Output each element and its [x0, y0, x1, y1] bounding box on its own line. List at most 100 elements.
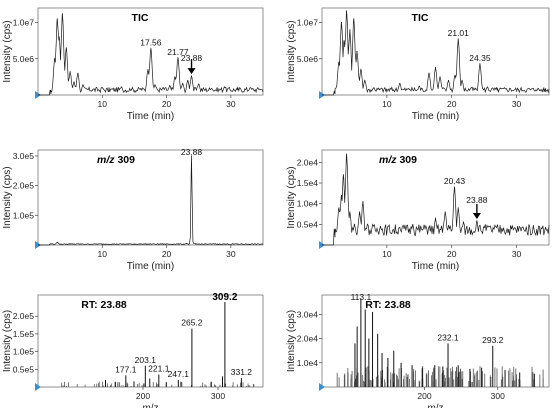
axis-start-marker	[319, 383, 325, 391]
peak-point	[147, 69, 149, 71]
x-tick-label: 20	[447, 249, 457, 259]
x-tick-label: 10	[382, 249, 392, 259]
peak-point	[82, 84, 84, 86]
y-axis-label: Intensity (cps)	[286, 310, 297, 372]
y-tick-label: 0.5e5	[13, 364, 35, 374]
arrow-head	[187, 68, 196, 75]
series-trace	[322, 154, 550, 246]
peak-point	[187, 80, 189, 81]
x-tick-label: 20	[162, 249, 172, 259]
plot-frame	[37, 149, 264, 246]
peak-point	[444, 211, 446, 213]
peak-point	[454, 186, 456, 188]
x-axis-label: m/z	[427, 403, 443, 408]
chart-title: m/z 309	[97, 154, 135, 166]
x-tick-label: 20	[447, 99, 457, 109]
chart-title: RT: 23.88	[81, 299, 127, 311]
y-tick-label: 1.0e5	[13, 210, 35, 220]
peak-point	[65, 47, 67, 49]
peak-point	[454, 74, 456, 76]
peak-point	[198, 83, 200, 85]
peak-point	[133, 243, 135, 245]
y-tick-label: 3.0e5	[13, 151, 35, 161]
peak-point	[362, 201, 364, 203]
plot-frame	[321, 7, 550, 96]
peak-point	[223, 86, 225, 88]
x-tick-label: 20	[162, 99, 172, 109]
peak-label: 23.88	[181, 147, 203, 157]
x-tick-label: 300	[491, 391, 505, 401]
x-tick-label: 10	[98, 99, 108, 109]
peak-point	[162, 87, 164, 89]
peak-point	[409, 88, 411, 90]
peak-point	[324, 244, 326, 246]
x-tick-label: 10	[98, 249, 108, 259]
peak-point	[356, 51, 358, 52]
y-axis-label: Intensity (cps)	[286, 166, 297, 228]
arrow-head	[472, 213, 481, 220]
y-tick-label: 5.0e6	[13, 54, 35, 64]
peak-point	[486, 86, 488, 88]
peak-point	[121, 86, 123, 88]
peak-point	[217, 243, 219, 245]
peak-point	[366, 223, 368, 225]
peak-point	[428, 72, 430, 74]
chart-panel-p4: 10 20 30 0.5e4 1.0e4 1.5e4 2.0e4 Time (min) Inte…	[286, 149, 550, 272]
x-axis-label: Time (min)	[412, 111, 459, 122]
peak-point	[50, 243, 52, 245]
chart-title: m/z 309	[379, 154, 417, 166]
peak-point	[364, 80, 366, 81]
peak-point	[435, 66, 436, 68]
peak-point	[338, 61, 340, 63]
y-axis-label: Intensity (cps)	[286, 20, 297, 82]
chart-title: TIC	[132, 12, 149, 24]
y-tick-label: 2.0e5	[13, 181, 35, 191]
y-tick-label: 1.0e7	[13, 18, 35, 28]
peak-point	[535, 89, 537, 91]
peak-point	[373, 87, 375, 89]
peak-label: 113.1	[351, 292, 372, 302]
peak-point	[522, 90, 524, 92]
plot-frame	[321, 149, 550, 246]
peak-label: 20.43	[444, 176, 466, 186]
x-tick-label: 30	[512, 99, 522, 109]
x-tick-label: 30	[226, 249, 236, 259]
x-axis-label: Time (min)	[127, 111, 174, 122]
peak-point	[447, 80, 449, 81]
y-tick-label: 0.5e4	[297, 219, 319, 229]
x-tick-label: 30	[512, 249, 522, 259]
peak-point	[503, 227, 505, 229]
peak-point	[340, 22, 342, 23]
peak-point	[334, 93, 336, 95]
peak-point	[166, 243, 168, 245]
chart-panel-p1: 10 20 30 5.0e6 1.0e7 Time (min) Intensity (cps…	[2, 7, 264, 122]
x-tick-label: 200	[136, 391, 150, 401]
y-tick-label: 3.0e4	[297, 309, 319, 319]
peak-point	[522, 226, 524, 228]
peak-label: 265.2	[181, 318, 203, 328]
peak-point	[470, 87, 472, 89]
peak-point	[346, 153, 348, 155]
peak-point	[461, 80, 463, 81]
peak-point	[191, 155, 193, 157]
peak-point	[435, 217, 436, 219]
y-tick-label: 2.0e4	[297, 334, 319, 344]
y-tick-label: 1.0e4	[297, 199, 319, 209]
peak-label: 23.88	[466, 195, 488, 205]
peak-label: 17.56	[140, 38, 162, 48]
peak-label: 247.1	[168, 369, 190, 379]
peak-point	[349, 29, 351, 31]
x-tick-label: 300	[211, 391, 225, 401]
peak-point	[154, 84, 156, 86]
peak-label: 221.1	[148, 364, 170, 374]
peak-label: 177.1	[115, 364, 137, 374]
x-tick-label: 30	[226, 99, 236, 109]
peak-point	[462, 221, 464, 223]
peak-point	[439, 76, 441, 78]
y-axis-label: Intensity (cps)	[2, 20, 13, 82]
y-axis-label: Intensity (cps)	[2, 310, 13, 372]
peak-point	[140, 87, 142, 89]
peak-point	[425, 225, 427, 227]
peak-point	[61, 13, 63, 15]
